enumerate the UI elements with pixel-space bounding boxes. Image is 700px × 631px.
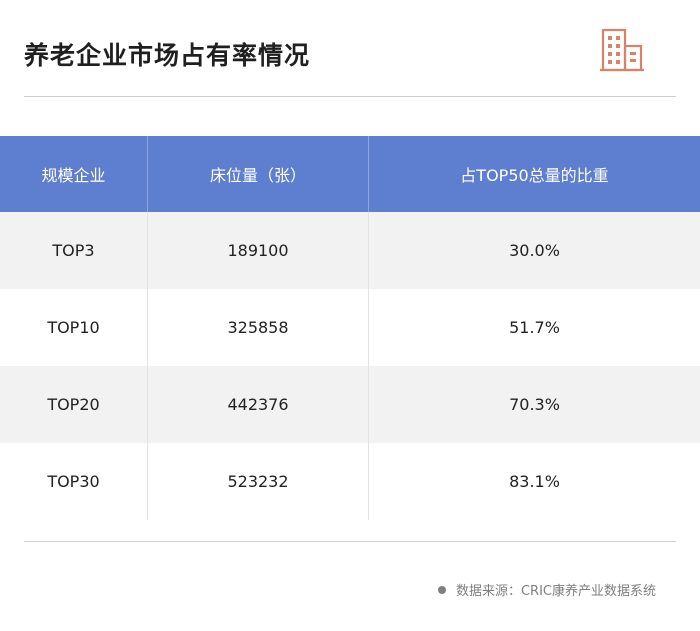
cell-beds: 189100 — [148, 212, 369, 289]
cell-tier: TOP20 — [0, 366, 148, 443]
building-icon — [600, 28, 644, 72]
table-row: TOP3 189100 30.0% — [0, 212, 700, 289]
table-row: TOP20 442376 70.3% — [0, 366, 700, 443]
cell-beds: 523232 — [148, 443, 369, 520]
footer-divider — [24, 541, 676, 542]
cell-share: 51.7% — [509, 318, 560, 337]
table-row: TOP30 523232 83.1% — [0, 443, 700, 520]
header-beds: 床位量（张） — [148, 136, 369, 212]
cell-beds: 442376 — [148, 366, 369, 443]
data-source: 数据来源：CRIC康养产业数据系统 — [437, 580, 656, 599]
table-row: TOP10 325858 51.7% — [0, 289, 700, 366]
page-title: 养老企业市场占有率情况 — [24, 41, 311, 70]
cell-share: 70.3% — [509, 395, 560, 414]
data-source-text: 数据来源：CRIC康养产业数据系统 — [455, 584, 656, 599]
header-share: 占TOP50总量的比重 — [460, 166, 609, 185]
cell-share: 83.1% — [509, 472, 560, 491]
cell-beds: 325858 — [148, 289, 369, 366]
cell-tier: TOP30 — [0, 443, 148, 520]
title-divider — [24, 96, 676, 97]
bullet-dot-icon — [437, 585, 446, 594]
market-share-table: 规模企业 床位量（张） 占TOP50总量的比重 TOP3 189100 30.0… — [0, 136, 700, 520]
cell-tier: TOP3 — [0, 212, 148, 289]
table-header-row: 规模企业 床位量（张） 占TOP50总量的比重 — [0, 136, 700, 212]
cell-share: 30.0% — [509, 241, 560, 260]
header-tier: 规模企业 — [0, 136, 148, 212]
cell-tier: TOP10 — [0, 289, 148, 366]
